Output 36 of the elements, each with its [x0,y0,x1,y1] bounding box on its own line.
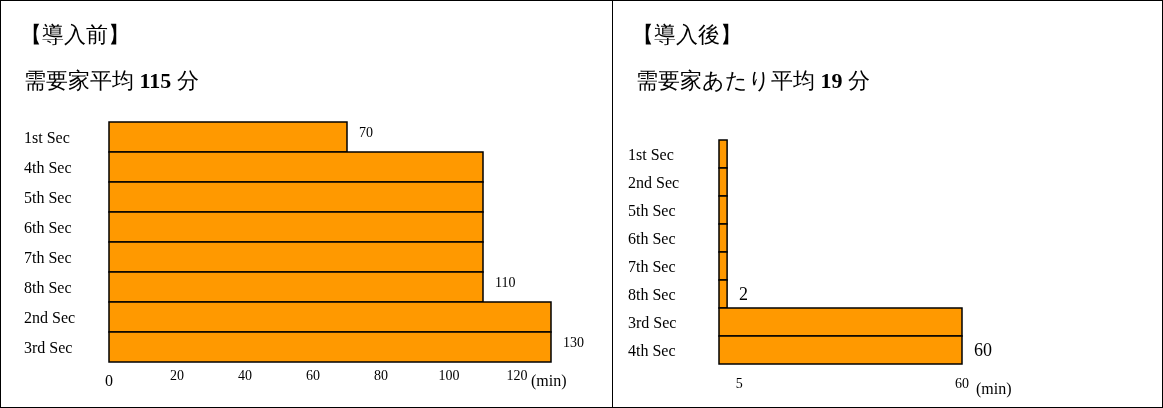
y-tick-label: 8th Sec [24,279,72,296]
y-tick-label: 4th Sec [628,342,676,359]
y-tick-label: 3rd Sec [628,314,677,331]
y-tick-label: 1st Sec [24,129,70,146]
x-tick-label: 100 [438,368,460,383]
x-tick-label: 80 [374,368,388,383]
y-tick-label: 1st Sec [628,146,674,163]
data-label: 70 [359,125,373,140]
chart-subtitle: 需要家平均 115 分 [24,68,199,93]
y-tick-label: 8th Sec [628,286,676,303]
chart-subtitle: 需要家あたり平均 19 分 [636,68,870,93]
y-tick-label: 7th Sec [24,249,72,266]
y-tick-label: 2nd Sec [628,174,680,191]
x-tick-label: 20 [170,368,184,383]
chart-title: 【導入前】 [20,22,130,47]
x-tick-label: 60 [955,376,969,391]
x-axis-title: (min) [531,372,567,390]
data-label: 2 [739,284,749,304]
y-tick-label: 5th Sec [24,189,72,206]
x-tick-label: 0 [105,372,113,389]
y-tick-label: 6th Sec [24,219,72,236]
data-label: 110 [495,275,516,290]
y-tick-label: 7th Sec [628,258,676,275]
x-tick-label: 5 [735,376,743,391]
chart-title: 【導入後】 [632,22,742,47]
y-tick-label: 3rd Sec [24,339,73,356]
x-tick-label: 40 [238,368,252,383]
y-tick-label: 4th Sec [24,159,72,176]
y-tick-label: 5th Sec [628,202,676,219]
data-label: 130 [563,335,584,350]
data-label: 60 [974,340,992,360]
y-tick-label: 6th Sec [628,230,676,247]
x-tick-label: 120 [506,368,528,383]
y-tick-label: 2nd Sec [24,309,76,326]
x-tick-label: 60 [306,368,320,383]
x-axis-title: (min) [976,380,1012,398]
